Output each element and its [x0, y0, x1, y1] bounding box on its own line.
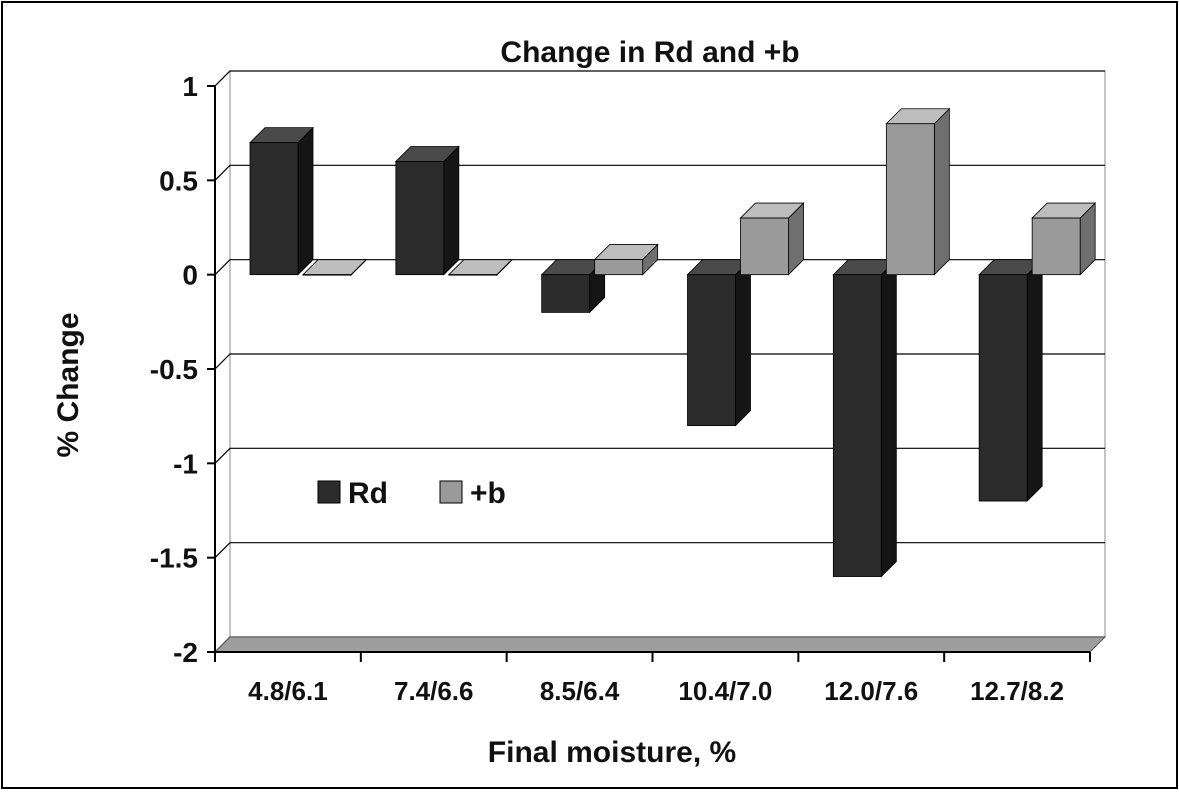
gridline	[214, 447, 1105, 464]
axes	[207, 85, 1091, 662]
bar-rd-side	[880, 258, 897, 578]
bar-b	[302, 274, 352, 276]
bar-rd-side	[1026, 258, 1043, 503]
bar-b	[448, 274, 498, 276]
bar-rd	[395, 161, 445, 276]
y-tick-label: -1.5	[150, 543, 198, 574]
x-tick-label: 7.4/6.6	[394, 676, 474, 706]
legend-label: +b	[470, 477, 506, 510]
y-tick-labels: 1 0.5 0 -0.5 -1 -1.5 -2	[150, 71, 198, 668]
bar-rd	[832, 274, 882, 577]
y-tick-label: -1	[173, 448, 198, 479]
gridline	[214, 353, 1105, 370]
y-tick-label: 0	[182, 260, 198, 291]
bar-rd-side	[297, 126, 314, 276]
bar-rd	[687, 274, 736, 426]
x-tick-label: 8.5/6.4	[540, 676, 620, 706]
x-tick-label: 12.7/8.2	[970, 676, 1064, 706]
y-axis-label: % Change	[52, 312, 85, 457]
x-tick-labels: 4.8/6.1 7.4/6.6 8.5/6.4 10.4/7.0 12.0/7.6 12.…	[248, 676, 1064, 706]
gridline	[214, 259, 1105, 276]
y-tick-label: -0.5	[150, 354, 198, 385]
bar-rd-side	[735, 258, 751, 427]
bar-b	[885, 123, 935, 276]
bar-rd	[978, 274, 1028, 502]
gridline	[214, 164, 1105, 181]
x-axis-label: Final moisture, %	[488, 736, 736, 769]
legend-label: Rd	[348, 477, 388, 510]
bar-rd	[249, 142, 299, 276]
gridline	[214, 70, 1105, 87]
plot-walls	[214, 69, 1106, 654]
chart-title: Change in Rd and +b	[500, 36, 799, 69]
bar-b	[740, 217, 789, 276]
bars	[249, 107, 1097, 578]
y-tick-label: -2	[173, 637, 198, 668]
bar-b-side	[933, 107, 950, 276]
legend-swatch	[439, 480, 463, 504]
x-tick-label: 10.4/7.0	[678, 676, 772, 706]
plot-floor	[213, 636, 1107, 653]
floor-plane	[213, 636, 1107, 653]
bar-rd	[541, 274, 591, 313]
x-tick-label: 12.0/7.6	[824, 676, 918, 706]
legend: Rd +b	[317, 477, 506, 510]
gridline	[214, 542, 1105, 559]
y-tick-label: 1	[182, 71, 198, 102]
y-tick-label: 0.5	[159, 165, 198, 196]
bar-b	[594, 259, 644, 276]
x-tick-label: 4.8/6.1	[248, 676, 328, 706]
bar-rd-side	[443, 145, 460, 276]
bar-b	[1031, 217, 1081, 276]
legend-swatch	[317, 480, 341, 504]
